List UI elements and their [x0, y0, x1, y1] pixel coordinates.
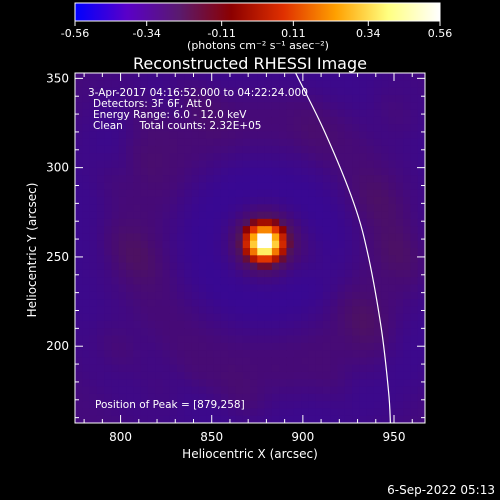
x-tick-label: 900 [291, 430, 314, 444]
colorbar-tick-label: 0.11 [281, 27, 306, 40]
y-axis-label: Heliocentric Y (arcsec) [25, 183, 39, 318]
colorbar-tick-label: -0.34 [132, 27, 160, 40]
peak-position-annotation: Position of Peak = [879,258] [95, 399, 245, 411]
footer-timestamp: 6-Sep-2022 05:13 [387, 483, 495, 497]
y-tick-label: 350 [46, 71, 69, 85]
x-axis-label: Heliocentric X (arcsec) [182, 447, 318, 461]
x-tick-label: 800 [109, 430, 132, 444]
clean-counts-annotation: Clean Total counts: 2.32E+05 [93, 120, 262, 132]
solar-limb-line [295, 73, 391, 423]
x-tick-label: 850 [200, 430, 223, 444]
detectors-annotation: Detectors: 3F 6F, Att 0 [93, 98, 212, 110]
energy-range-annotation: Energy Range: 6.0 - 12.0 keV [93, 109, 247, 121]
y-tick-label: 250 [46, 250, 69, 264]
chart-title: Reconstructed RHESSI Image [133, 54, 367, 73]
y-tick-label: 200 [46, 339, 69, 353]
heatmap-image [75, 73, 425, 423]
colorbar-gradient [74, 2, 441, 22]
colorbar-tick-label: 0.56 [428, 27, 453, 40]
colorbar: -0.56 -0.34 -0.11 0.11 0.34 0.56 (photons cm⁻… [61, 2, 453, 52]
colorbar-tick-label: -0.11 [207, 27, 235, 40]
colorbar-tick-label: 0.34 [356, 27, 381, 40]
time-range-annotation: 3-Apr-2017 04:16:52.000 to 04:22:24.000 [88, 87, 308, 99]
colorbar-tick-label: -0.56 [61, 27, 89, 40]
colorbar-unit-label: (photons cm⁻² s⁻¹ asec⁻²) [187, 39, 329, 52]
x-tick-label: 950 [383, 430, 406, 444]
y-tick-label: 300 [46, 161, 69, 175]
plot-frame [74, 72, 426, 424]
